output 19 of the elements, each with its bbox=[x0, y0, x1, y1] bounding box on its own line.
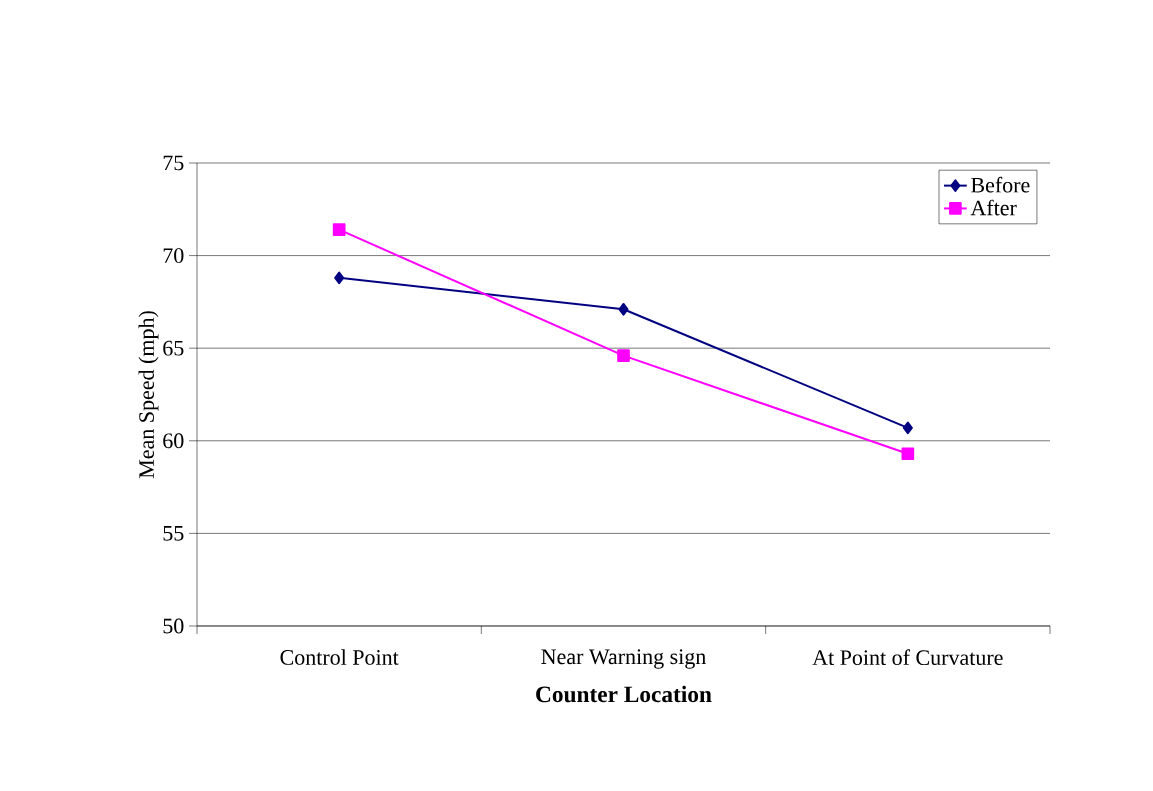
point bbox=[618, 302, 629, 316]
point bbox=[334, 271, 345, 285]
x-axis-title: Counter Location bbox=[536, 685, 712, 703]
x-tick-label: Control Point bbox=[280, 649, 399, 665]
y-tick-label: 50 bbox=[163, 618, 184, 634]
point bbox=[901, 447, 915, 461]
y-tick-label: 55 bbox=[163, 526, 184, 541]
point bbox=[902, 421, 913, 435]
y-tick-label: 60 bbox=[163, 433, 184, 449]
point bbox=[617, 349, 630, 362]
x-tick-label: Near Warning sign bbox=[541, 649, 706, 669]
y-axis-title: Mean Speed (mph) bbox=[138, 311, 159, 479]
legend-label: After bbox=[970, 199, 1017, 216]
y-tick-label: 65 bbox=[163, 340, 184, 356]
y-tick-label: 75 bbox=[163, 155, 184, 171]
y-tick-label: 70 bbox=[163, 248, 184, 263]
legend-label: Before bbox=[971, 176, 1030, 193]
point bbox=[332, 223, 346, 236]
x-tick-label: At Point of Curvature bbox=[812, 649, 1003, 666]
